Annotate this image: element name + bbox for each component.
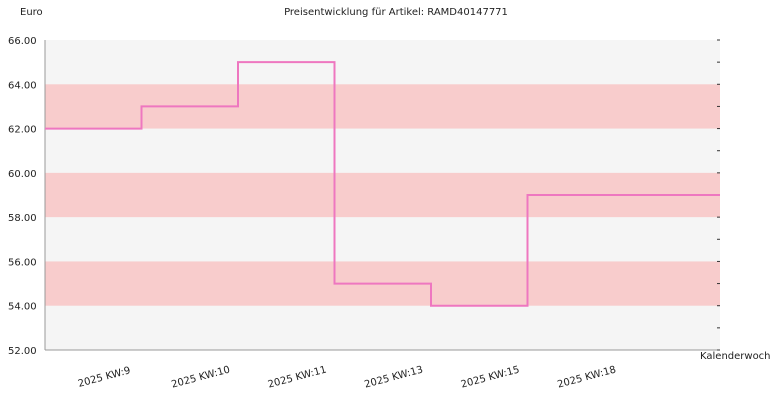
y-tick-label: 64.00 [8,80,37,91]
y-tick-label: 56.00 [8,257,37,268]
y-tick-label: 52.00 [8,346,37,357]
x-tick-label: 2025 KW:11 [267,364,328,390]
axes [44,39,720,351]
y-tick-label: 62.00 [8,125,37,136]
x-tick-label: 2025 KW:9 [77,365,132,390]
x-tick-label: 2025 KW:15 [460,364,521,390]
y-tick-label: 66.00 [8,36,37,47]
x-tick-label: 2025 KW:10 [170,364,231,390]
y-tick-label: 54.00 [8,302,37,313]
series-layer [45,61,720,307]
x-axis-label: Kalenderwoche [700,351,770,362]
x-tick-label: 2025 KW:13 [363,364,424,390]
price-series-line [45,61,720,307]
y-tick-label: 58.00 [8,213,37,224]
y-axis-label: Euro [20,7,43,18]
x-tick-label: 2025 KW:18 [556,364,617,390]
chart-title: Preisentwicklung für Artikel: RAMD401477… [284,7,508,18]
y-tick-label: 60.00 [8,169,37,180]
